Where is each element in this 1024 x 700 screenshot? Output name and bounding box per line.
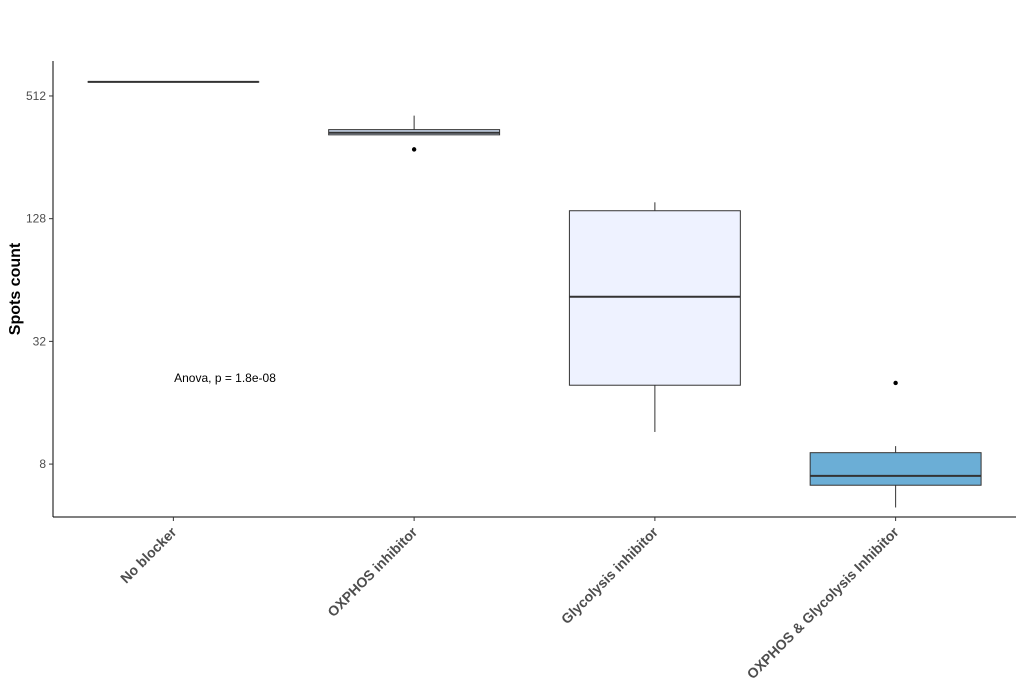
x-tick-label: No blocker <box>117 523 180 586</box>
box-body <box>568 210 741 386</box>
y-tick-label: 512 <box>26 89 46 103</box>
outlier-point <box>411 147 417 152</box>
x-tick-label: Glycolysis inhibitor <box>558 523 662 627</box>
x-tick-label: OXPHOS & Glycolysis Inhibitor <box>744 523 903 682</box>
y-tick-label: 128 <box>26 212 46 226</box>
outlier-point <box>893 380 898 386</box>
box-body <box>809 452 982 486</box>
box-4 <box>809 380 982 508</box>
box-3 <box>568 202 741 432</box>
y-axis-title: Spots count <box>7 242 24 335</box>
box-2 <box>328 115 501 152</box>
x-axis-ticks: No blocker OXPHOS inhibitor Glycolysis inh… <box>117 517 902 682</box>
y-tick-label: 8 <box>39 457 46 471</box>
anova-annotation: Anova, p = 1.8e-08 <box>174 371 276 385</box>
x-tick-label: OXPHOS inhibitor <box>324 523 420 619</box>
y-axis-ticks: 8 32 128 512 <box>26 89 53 471</box>
plot-area <box>87 80 982 508</box>
y-tick-label: 32 <box>33 334 47 348</box>
